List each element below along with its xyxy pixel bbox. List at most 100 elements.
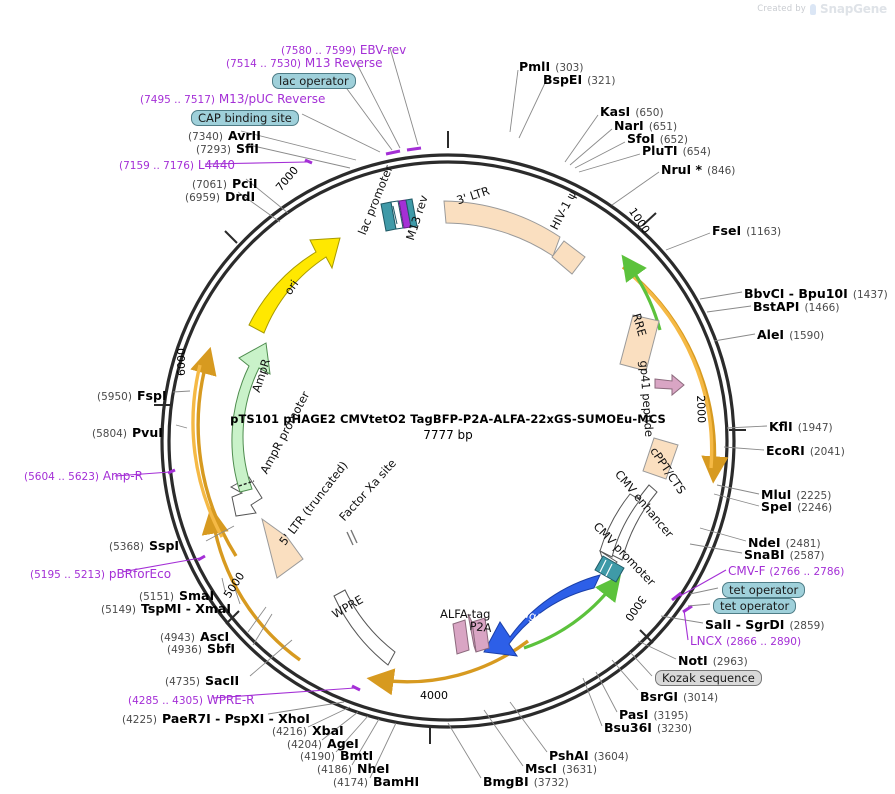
restriction-site-sbfi: (4936) SbfI <box>167 640 235 657</box>
restriction-site-bmti: (4190) BmtI <box>300 747 373 764</box>
restriction-site-msci: MscI (3631) <box>525 760 597 777</box>
restriction-site-sfoi: SfoI (652) <box>627 130 688 147</box>
restriction-site-paer7i-pspxi-xhoi: (4225) PaeR7I - PspXI - XhoI <box>122 710 310 727</box>
feature-alfa-tag <box>452 619 470 655</box>
primer-range: (7580 .. 7599) <box>281 45 356 57</box>
restriction-site-name: SpeI <box>761 499 793 514</box>
primer-name: WPRE-R <box>206 693 255 707</box>
restriction-site-name: PaeR7I - PspXI - XhoI <box>162 711 310 726</box>
restriction-site-position: (654) <box>682 146 711 158</box>
primer-range: (7514 .. 7530) <box>226 58 301 70</box>
feature-cmv-promoter-block <box>594 555 625 583</box>
primer-name: M13 Reverse <box>304 56 383 70</box>
plasmid-title: pTS101 pHAGE2 CMVtetO2 TagBFP-P2A-ALFA-2… <box>230 412 666 426</box>
primer-cmv-f: CMV-F (2766 .. 2786) <box>728 565 844 578</box>
feature-5prime-ltr-truncated <box>261 517 304 579</box>
restriction-site-position: (651) <box>648 121 678 133</box>
restriction-site-name: SalI - SgrDI <box>705 617 785 632</box>
restriction-site-sspi: (5368) SspI <box>109 537 179 554</box>
restriction-site-sacii: (4735) SacII <box>165 672 239 689</box>
restriction-site-kfli: KflI (1947) <box>769 418 833 435</box>
restriction-site-nhei: (4186) NheI <box>317 760 390 777</box>
restriction-site-position: (4943) <box>160 632 195 644</box>
restriction-site-name: BstAPI <box>753 299 800 314</box>
restriction-site-name: Bsu36I <box>604 720 652 735</box>
restriction-site-position: (5950) <box>97 391 132 403</box>
primer-name: CMV-F <box>728 564 766 578</box>
restriction-site-position: (4216) <box>272 726 307 738</box>
restriction-site-position: (5151) <box>139 591 174 603</box>
feature-label-kozak-sequence: Kozak sequence <box>655 670 762 687</box>
primer-amp-r: (5604 .. 5623) Amp-R <box>24 470 143 483</box>
restriction-site-position: (1466) <box>804 302 840 314</box>
restriction-site-name: DrdI <box>225 189 256 204</box>
backbone-circle <box>160 153 736 729</box>
feature-lac-promoter <box>380 200 404 232</box>
restriction-site-name: EcoRI <box>766 443 805 458</box>
restriction-site-name: NotI <box>678 653 708 668</box>
restriction-site-asci: (4943) AscI <box>160 628 229 645</box>
orange-light-arcs <box>191 270 714 538</box>
restriction-site-name: SspI <box>149 538 180 553</box>
primer-m13-reverse: (7514 .. 7530) M13 Reverse <box>226 57 383 70</box>
watermark-created-by-text: Created by <box>757 4 807 14</box>
restriction-site-bstapi: BstAPI (1466) <box>753 298 839 315</box>
restriction-site-bsrgi: BsrGI (3014) <box>640 688 718 705</box>
feature-text-alfa-tag: ALFA-tag <box>440 607 491 621</box>
primer-leader-lines <box>114 161 727 699</box>
restriction-site-position: (3230) <box>657 723 692 735</box>
restriction-site-bsu36i: Bsu36I (3230) <box>604 719 692 736</box>
feature-wpre <box>333 589 396 666</box>
restriction-site-name: PciI <box>232 176 258 191</box>
restriction-site-pshai: PshAI (3604) <box>549 747 629 764</box>
feature-label-tet-operator: tet operator <box>722 582 806 599</box>
plasmid-size: 7777 bp <box>423 428 473 442</box>
restriction-site-position: (652) <box>659 134 689 146</box>
restriction-site-name: SnaBI <box>744 547 785 562</box>
restriction-site-position: (2481) <box>785 538 821 550</box>
restriction-site-position: (7340) <box>188 131 223 143</box>
restriction-site-spei: SpeI (2246) <box>761 498 832 515</box>
restriction-site-position: (2859) <box>789 620 825 632</box>
restriction-site-position: (2225) <box>796 490 832 502</box>
restriction-site-position: (1163) <box>746 226 782 238</box>
primer-name: M13/pUC Reverse <box>218 92 326 106</box>
primer-range: (5195 .. 5213) <box>30 569 105 581</box>
feature-3prime-ltr <box>443 200 561 257</box>
restriction-site-name: AscI <box>200 629 230 644</box>
restriction-site-name: NarI <box>614 118 644 133</box>
restriction-site-position: (7061) <box>192 179 227 191</box>
primer-range: (4285 .. 4305) <box>128 695 203 707</box>
feature-label-cap-binding-site: CAP binding site <box>191 110 299 127</box>
snapgene-watermark: Created by SnapGene <box>757 2 887 16</box>
restriction-site-name: BmgBI <box>483 774 529 789</box>
restriction-site-bbvci-bpu10i: BbvCI - Bpu10I (1437) <box>744 285 888 302</box>
restriction-site-position: (2246) <box>797 502 833 514</box>
restriction-site-name: FspI <box>137 388 167 403</box>
restriction-site-name: MscI <box>525 761 557 776</box>
restriction-site-name: BspEI <box>543 72 583 87</box>
feature-factor-xa-site <box>346 529 358 546</box>
primer-pbrforeco: (5195 .. 5213) pBRforEco <box>30 568 171 581</box>
restriction-site-smai: (5151) SmaI <box>139 587 214 604</box>
restriction-site-name: PasI <box>619 707 649 722</box>
restriction-site-pasi: PasI (3195) <box>619 706 688 723</box>
restriction-site-bmgbi: BmgBI (3732) <box>483 773 569 790</box>
axis-tick-6000: 6000 <box>175 348 188 376</box>
watermark-brand-text: SnapGene <box>820 2 887 16</box>
feature-ampr <box>231 342 271 493</box>
primer-tick-marks <box>167 146 693 692</box>
restriction-site-sali-sgrdi: SalI - SgrDI (2859) <box>705 616 824 633</box>
restriction-site-tspmi-xmai: (5149) TspMI - XmaI <box>101 600 231 617</box>
axis-tick-4000: 4000 <box>420 689 448 702</box>
restriction-site-position: (2587) <box>789 550 825 562</box>
restriction-site-position: (303) <box>555 62 584 74</box>
restriction-site-pcii: (7061) PciI <box>192 175 258 192</box>
feature-p2a <box>467 613 490 653</box>
primer-range: (7159 .. 7176) <box>119 160 194 172</box>
restriction-site-name: SmaI <box>179 588 215 603</box>
restriction-site-name: AleI <box>757 327 785 342</box>
restriction-site-name: PshAI <box>549 748 589 763</box>
restriction-site-name: SfiI <box>236 141 259 156</box>
restriction-site-position: (3604) <box>593 751 629 763</box>
